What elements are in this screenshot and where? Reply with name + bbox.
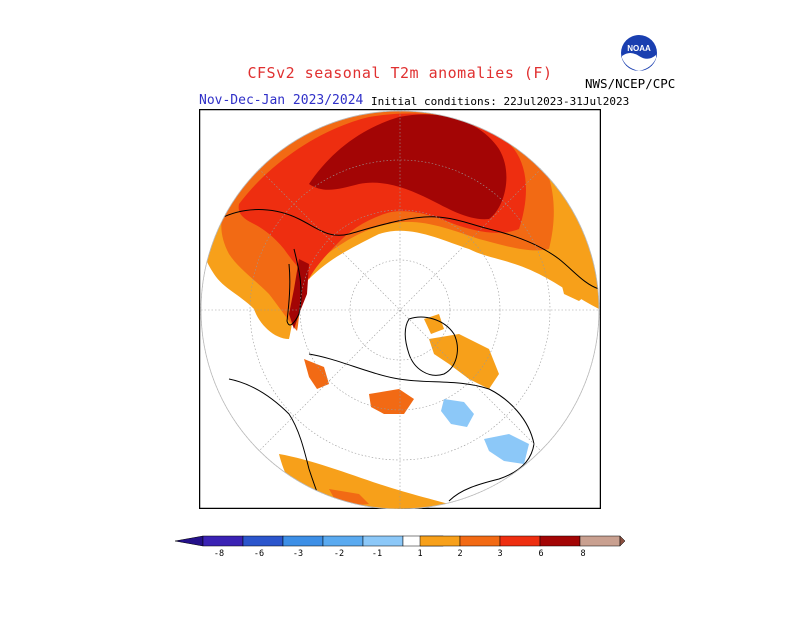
anomaly-neg1-hudson <box>441 399 474 427</box>
legend-box-neg1 <box>362 535 404 547</box>
legend-label-neg3: -3 <box>293 549 303 559</box>
legend-label-pos1: 1 <box>417 549 422 559</box>
coastline-europe-africa <box>228 378 325 509</box>
anomaly-pos2-alaska <box>304 359 329 389</box>
anomaly-pos1-pacific <box>559 269 594 301</box>
legend-box-neg2 <box>322 535 364 547</box>
anomaly-pos6-scandinavia <box>289 259 309 329</box>
anomaly-pos2-canada <box>369 389 414 414</box>
legend-label-pos3: 3 <box>497 549 502 559</box>
legend-label-neg8: -8 <box>214 549 224 559</box>
noaa-logo-text: NOAA <box>627 44 651 53</box>
legend-label-pos2: 2 <box>457 549 462 559</box>
legend-label-pos8: 8 <box>580 549 585 559</box>
legend-box-pos6 <box>539 535 581 547</box>
legend-box-pos8 <box>579 535 621 547</box>
anomaly-pos1-canada <box>429 334 499 389</box>
coastline-greenland <box>404 316 458 376</box>
anomaly-neg1-quebec <box>484 434 529 464</box>
anomaly-map <box>199 109 601 509</box>
legend-label-neg6: -6 <box>254 549 264 559</box>
legend-arrow-pos <box>619 535 625 547</box>
legend-box-neg3 <box>282 535 324 547</box>
legend-box-neg6 <box>242 535 284 547</box>
legend-box-pos2 <box>459 535 501 547</box>
anomaly-pos1-greenland-edge <box>424 314 444 334</box>
organization-label: NWS/NCEP/CPC <box>585 76 676 91</box>
legend-box-pos3 <box>499 535 541 547</box>
legend-label-neg2: -2 <box>334 549 344 559</box>
coastline-north-america <box>308 353 535 502</box>
noaa-logo: NOAA <box>621 35 657 71</box>
coastline-scandinavia <box>286 248 302 326</box>
color-legend: -8 -6 -3 -2 -1 1 2 3 6 8 <box>175 535 625 559</box>
map-title: CFSv2 seasonal T2m anomalies (F) <box>247 64 553 82</box>
initial-conditions: Initial conditions: 22Jul2023-31Jul2023 <box>371 95 630 108</box>
legend-label-neg1: -1 <box>372 549 382 559</box>
legend-label-pos6: 6 <box>538 549 543 559</box>
map-disc-edge <box>200 110 600 509</box>
legend-arrow-neg <box>175 535 204 547</box>
anomaly-pos6-siberia <box>309 114 507 220</box>
legend-box-neg8 <box>202 535 244 547</box>
forecast-period: Nov-Dec-Jan 2023/2024 <box>199 93 364 108</box>
coastline-eurasia <box>218 209 599 290</box>
legend-box-pos1 <box>419 535 461 547</box>
